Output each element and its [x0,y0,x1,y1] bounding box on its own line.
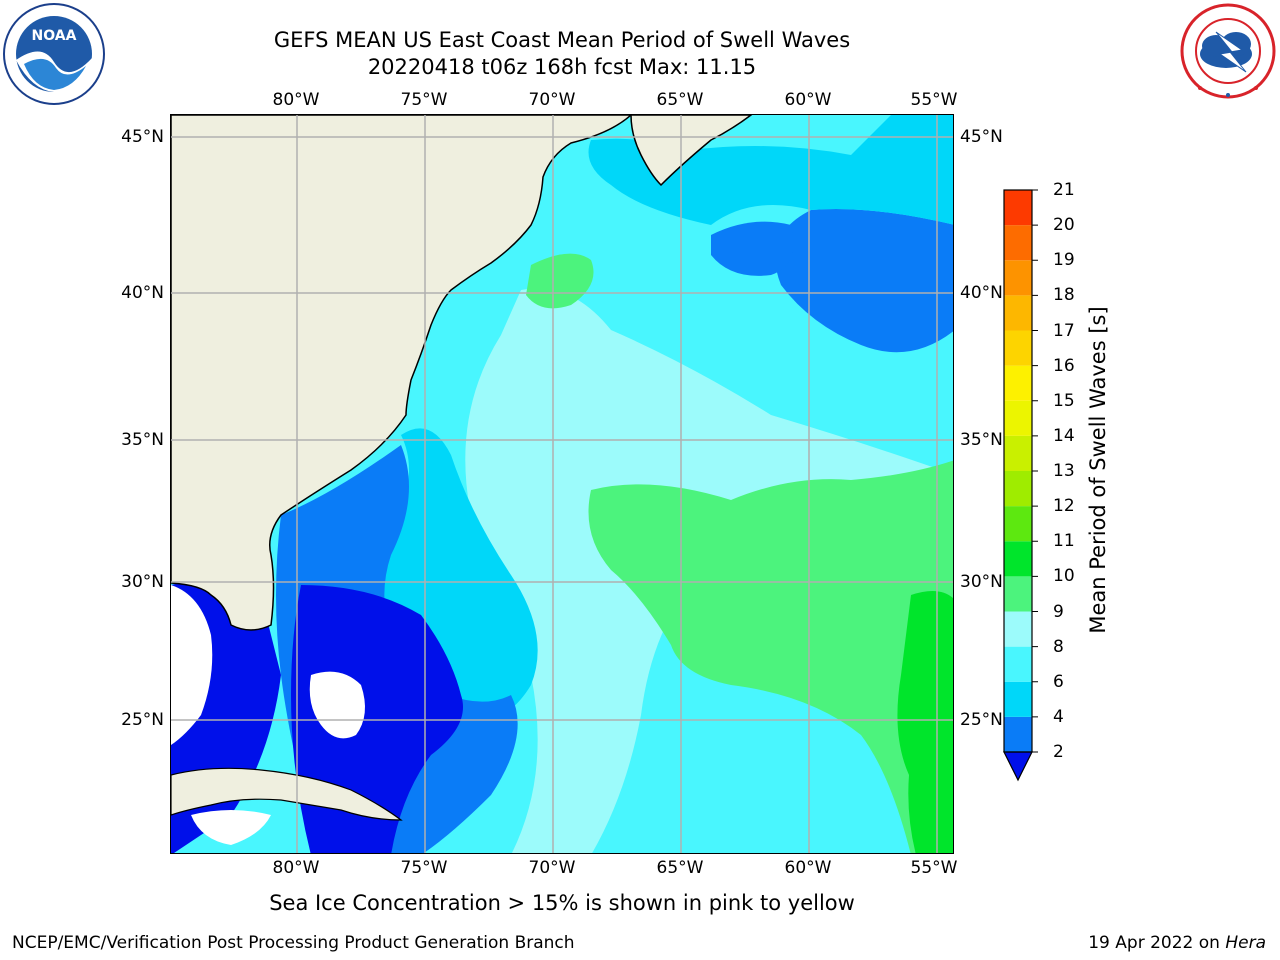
colorbar-tick-label: 10 [1053,566,1075,587]
lat-label-right-45n: 45°N [960,127,1003,147]
ocean-2-4s-northeast [775,209,953,353]
lon-label-bottom-70w: 70°W [528,858,576,878]
nws-logo-icon [1180,3,1276,99]
map-panel [170,114,954,854]
colorbar-tick-label: 11 [1053,531,1075,552]
colorbar-under-triangle [1003,751,1033,782]
colorbar-tick-label: 17 [1053,320,1075,341]
noaa-logo-text: NOAA [32,28,77,44]
colorbar-segment [1004,681,1032,717]
colorbar-segment [1004,400,1032,436]
colorbar-tick-label: 12 [1053,496,1075,517]
no-data-caribbean [191,810,271,845]
lon-label-top-55w: 55°W [910,90,958,110]
colorbar-segment [1004,471,1032,507]
lon-label-bottom-65w: 65°W [656,858,704,878]
chart-title: GEFS MEAN US East Coast Mean Period of S… [273,28,851,52]
colorbar-tick-label: 4 [1053,706,1064,727]
land-nova-scotia [630,115,753,187]
lat-label-right-35n: 35°N [960,430,1003,450]
colorbar-segment [1004,295,1032,331]
colorbar-tick-label: 18 [1053,285,1075,306]
colorbar-tick-label: 21 [1053,180,1075,200]
colorbar-label: Mean Period of Swell Waves [s] [1086,306,1110,634]
colorbar-segment [1004,435,1032,471]
colorbar-segment [1004,330,1032,366]
lat-label-right-40n: 40°N [960,283,1003,303]
sea-ice-note: Sea Ice Concentration > 15% is shown in … [269,891,855,915]
lon-label-top-80w: 80°W [272,90,320,110]
colorbar-segment [1004,506,1032,542]
lon-label-top-65w: 65°W [656,90,704,110]
noaa-logo-icon: NOAA [3,3,105,105]
colorbar-segment [1004,646,1032,682]
ocean-10-11s-zone [897,591,953,853]
colorbar-segment [1004,365,1032,401]
colorbar-tick-label: 2 [1053,742,1064,762]
lat-label-left-45n: 45°N [121,127,164,147]
lon-label-bottom-60w: 60°W [784,858,832,878]
ocean-4-6s-north [588,115,953,225]
lon-label-top-75w: 75°W [400,90,448,110]
lat-label-left-25n: 25°N [121,710,164,730]
colorbar-segment [1004,576,1032,612]
ocean-9-10s-patch [526,253,594,309]
colorbar-tick-label: 19 [1053,250,1075,271]
colorbar-segment [1004,225,1032,261]
lon-label-top-60w: 60°W [784,90,832,110]
lat-label-left-35n: 35°N [121,430,164,450]
colorbar-tick-label: 16 [1053,355,1075,376]
footer-date: 19 Apr 2022 on Hera [1088,932,1266,954]
land-cuba [171,767,403,821]
footer-date-text: 19 Apr 2022 on [1088,933,1226,953]
colorbar-tick-label: 13 [1053,461,1075,481]
footer-host: Hera [1225,933,1266,953]
no-data-bahamas [309,671,365,739]
lon-label-bottom-75w: 75°W [400,858,448,878]
lat-label-right-30n: 30°N [960,572,1003,592]
colorbar-tick-label: 8 [1053,636,1064,657]
footer-credit: NCEP/EMC/Verification Post Processing Pr… [12,933,575,953]
colorbar-tick-label: 9 [1053,601,1064,622]
lon-label-top-70w: 70°W [528,90,576,110]
colorbar-tick-label: 14 [1053,425,1075,446]
lon-label-bottom-55w: 55°W [910,858,958,878]
lat-label-left-40n: 40°N [121,283,164,303]
lat-label-left-30n: 30°N [121,572,164,592]
colorbar-segment [1004,611,1032,647]
land-north-america [171,115,633,631]
colorbar-tick-label: 15 [1053,390,1075,411]
ocean-9-10s-zone [588,460,953,853]
colorbar-segment [1004,190,1032,226]
colorbar-segment [1004,541,1032,577]
colorbar-tick-label: 20 [1053,215,1075,236]
colorbar-segment [1004,716,1032,752]
map-gridlines [171,115,953,853]
swell-period-map [171,115,953,853]
chart-subtitle: 20220418 t06z 168h fcst Max: 11.15 [367,55,757,79]
colorbar-segment [1004,260,1032,296]
lon-label-bottom-80w: 80°W [272,858,320,878]
no-data-gulf [171,585,213,745]
ocean-2-4s-patch [711,221,794,276]
lat-label-right-25n: 25°N [960,710,1003,730]
colorbar-tick-label: 6 [1053,671,1064,692]
colorbar [1003,189,1038,782]
